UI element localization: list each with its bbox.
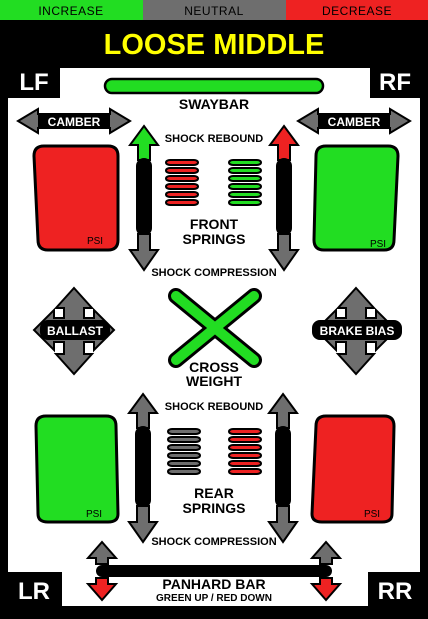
spring-lr-icon: [167, 428, 201, 475]
rear-shock-compression-label: SHOCK COMPRESSION: [151, 536, 276, 548]
corner-rf-box: [370, 64, 420, 98]
front-shock-rebound-label: SHOCK REBOUND: [165, 133, 263, 145]
cross-weight-x-icon: [168, 288, 262, 368]
rear-shock-rebound-label: SHOCK REBOUND: [165, 401, 263, 413]
legend-increase-swatch: [0, 0, 143, 20]
corner-lr: LR: [18, 578, 50, 605]
swaybar-bar: [103, 77, 325, 95]
corner-lf-box: [8, 64, 60, 98]
panhard-bar-label: PANHARD BAR: [162, 576, 265, 592]
front-springs-label-2: SPRINGS: [182, 231, 245, 247]
spring-coil: [167, 460, 201, 467]
spring-coil: [228, 428, 262, 435]
ballast-bg: [40, 320, 110, 340]
spring-coil: [228, 199, 262, 206]
tire-lf-psi: PSI: [87, 236, 103, 247]
spring-coil: [165, 199, 199, 206]
shock-lf-compression-arrow-icon: [128, 233, 160, 272]
panhard-left-up-arrow-icon: [85, 540, 119, 565]
legend-increase: INCREASE: [38, 4, 103, 18]
shock-rf-compression-arrow-icon: [268, 233, 300, 272]
panhard-left-down-arrow-icon: [85, 577, 119, 602]
shock-rf-body: [276, 158, 292, 236]
spring-coil: [228, 167, 262, 174]
spring-coil: [167, 436, 201, 443]
swaybar-label: SWAYBAR: [179, 96, 249, 112]
page-title: LOOSE MIDDLE: [104, 29, 325, 61]
tire-rf-psi: PSI: [370, 239, 386, 250]
tire-lf: [32, 144, 120, 252]
spring-coil: [165, 175, 199, 182]
spring-coil: [228, 175, 262, 182]
cross-weight-label-1: CROSS: [189, 359, 239, 375]
camber-right-label: CAMBER: [328, 115, 381, 129]
ballast-label: BALLAST: [47, 324, 104, 338]
shock-lf-body: [136, 158, 152, 236]
legend-decrease: DECREASE: [322, 4, 392, 18]
front-springs-label-1: FRONT: [190, 216, 239, 232]
corner-rr: RR: [378, 578, 413, 605]
shock-rr-compression-arrow-icon: [267, 505, 299, 544]
panhard-note: GREEN UP / RED DOWN: [156, 593, 272, 604]
spring-coil: [228, 444, 262, 451]
tire-rf: [312, 144, 400, 252]
rear-springs-label-1: REAR: [194, 485, 234, 501]
tire-lr: [34, 414, 120, 524]
spring-coil: [228, 159, 262, 166]
camber-left-label: CAMBER: [48, 115, 101, 129]
shock-lr-compression-arrow-icon: [127, 505, 159, 544]
spring-coil: [228, 452, 262, 459]
rear-springs-label-2: SPRINGS: [182, 500, 245, 516]
brake-bias-label: BRAKE BIAS: [320, 324, 395, 338]
panhard-right-up-arrow-icon: [309, 540, 343, 565]
camber-right-bg: [318, 113, 390, 129]
spring-coil: [165, 159, 199, 166]
tire-lr-psi: PSI: [86, 509, 102, 520]
legend-neutral-swatch: [143, 0, 286, 20]
shock-lr-body: [135, 426, 151, 508]
brake-bias-bg: [312, 320, 402, 340]
spring-lf-icon: [165, 159, 199, 206]
shock-rr-body: [275, 426, 291, 508]
corner-lr-box: [8, 572, 62, 608]
spring-coil: [167, 428, 201, 435]
spring-coil: [167, 468, 201, 475]
front-shock-compression-label: SHOCK COMPRESSION: [151, 267, 276, 279]
spring-coil: [165, 183, 199, 190]
corner-rr-box: [368, 572, 422, 608]
spring-coil: [167, 444, 201, 451]
corner-lf: LF: [19, 69, 48, 96]
spring-rr-icon: [228, 428, 262, 475]
spring-coil: [228, 183, 262, 190]
spring-coil: [228, 191, 262, 198]
legend-neutral: NEUTRAL: [184, 4, 244, 18]
corner-rf: RF: [379, 69, 411, 96]
cross-weight-label-2: WEIGHT: [186, 373, 242, 389]
legend-decrease-swatch: [286, 0, 428, 20]
tire-rr: [310, 414, 396, 524]
camber-left-bg: [38, 113, 110, 129]
spring-coil: [228, 468, 262, 475]
spring-rf-icon: [228, 159, 262, 206]
spring-coil: [167, 452, 201, 459]
panhard-right-down-arrow-icon: [309, 577, 343, 602]
spring-coil: [228, 436, 262, 443]
spring-coil: [228, 460, 262, 467]
spring-coil: [165, 191, 199, 198]
spring-coil: [165, 167, 199, 174]
tire-rr-psi: PSI: [364, 509, 380, 520]
